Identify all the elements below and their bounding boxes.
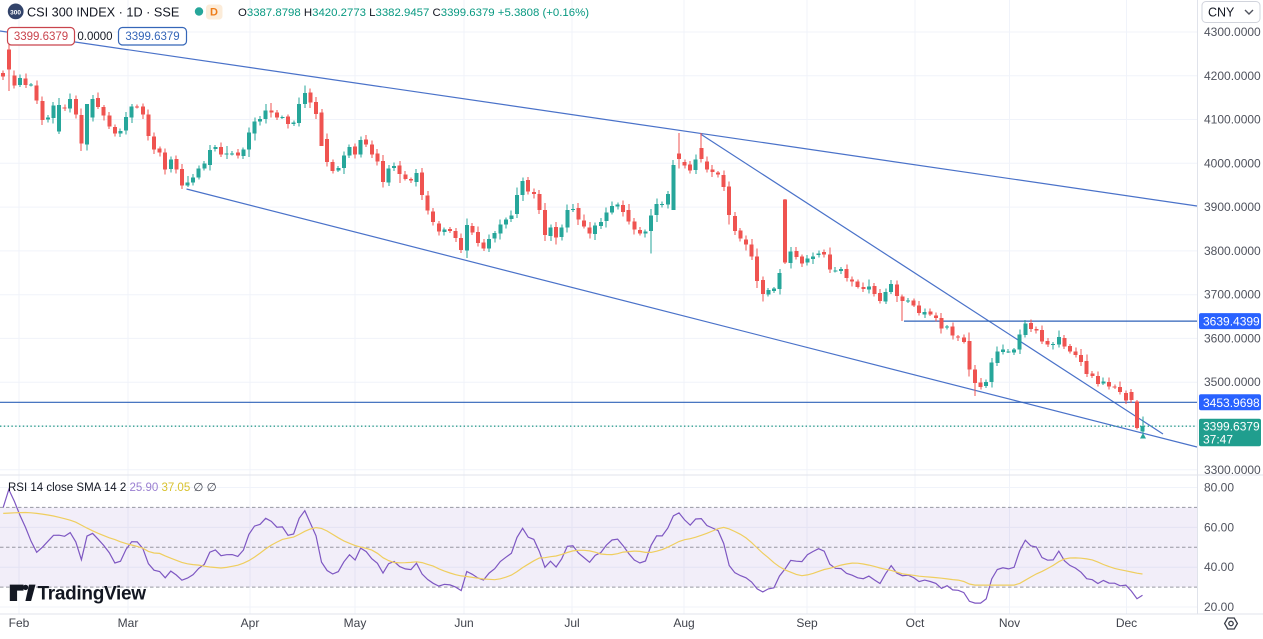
svg-text:3900.0000: 3900.0000 bbox=[1204, 200, 1261, 214]
svg-text:3399.6379: 3399.6379 bbox=[125, 31, 179, 43]
svg-text:4000.0000: 4000.0000 bbox=[1204, 156, 1261, 170]
svg-text:CNY: CNY bbox=[1208, 6, 1235, 20]
svg-text:80.00: 80.00 bbox=[1204, 481, 1234, 495]
svg-text:3300.0000: 3300.0000 bbox=[1204, 463, 1261, 477]
svg-text:40.00: 40.00 bbox=[1204, 560, 1234, 574]
svg-text:0.0000: 0.0000 bbox=[77, 31, 112, 43]
svg-text:Apr: Apr bbox=[241, 616, 260, 630]
svg-text:Sep: Sep bbox=[796, 616, 818, 630]
svg-text:4100.0000: 4100.0000 bbox=[1204, 113, 1261, 127]
svg-text:CSI 300 INDEX · 1D · SSE: CSI 300 INDEX · 1D · SSE bbox=[27, 6, 179, 20]
svg-text:Jul: Jul bbox=[564, 616, 579, 630]
svg-text:3399.6379: 3399.6379 bbox=[14, 31, 68, 43]
svg-text:O3387.8798 H3420.2773 L3382.94: O3387.8798 H3420.2773 L3382.9457 C3399.6… bbox=[238, 7, 589, 19]
svg-text:Mar: Mar bbox=[118, 616, 139, 630]
svg-text:D: D bbox=[210, 7, 218, 19]
svg-text:Dec: Dec bbox=[1116, 616, 1137, 630]
svg-text:4200.0000: 4200.0000 bbox=[1204, 69, 1261, 83]
svg-text:37:47: 37:47 bbox=[1203, 433, 1233, 447]
svg-text:TradingView: TradingView bbox=[38, 584, 147, 605]
svg-text:3453.9698: 3453.9698 bbox=[1203, 396, 1260, 410]
svg-text:3500.0000: 3500.0000 bbox=[1204, 375, 1261, 389]
svg-text:3399.6379: 3399.6379 bbox=[1203, 420, 1260, 434]
svg-text:May: May bbox=[344, 616, 367, 630]
svg-text:3700.0000: 3700.0000 bbox=[1204, 288, 1261, 302]
svg-text:Feb: Feb bbox=[9, 616, 30, 630]
svg-text:Oct: Oct bbox=[906, 616, 925, 630]
svg-text:3639.4399: 3639.4399 bbox=[1203, 315, 1260, 329]
svg-text:RSI 14 close SMA 14 2 25.90: RSI 14 close SMA 14 2 25.90 37.05 ∅ ∅ bbox=[8, 482, 217, 494]
svg-text:Nov: Nov bbox=[999, 616, 1020, 630]
svg-text:3600.0000: 3600.0000 bbox=[1204, 331, 1261, 345]
svg-text:20.00: 20.00 bbox=[1204, 600, 1234, 614]
svg-text:Jun: Jun bbox=[454, 616, 473, 630]
svg-text:3800.0000: 3800.0000 bbox=[1204, 244, 1261, 258]
svg-text:Aug: Aug bbox=[673, 616, 694, 630]
svg-text:300: 300 bbox=[10, 9, 21, 16]
svg-text:4300.0000: 4300.0000 bbox=[1204, 25, 1261, 39]
svg-text:60.00: 60.00 bbox=[1204, 520, 1234, 534]
